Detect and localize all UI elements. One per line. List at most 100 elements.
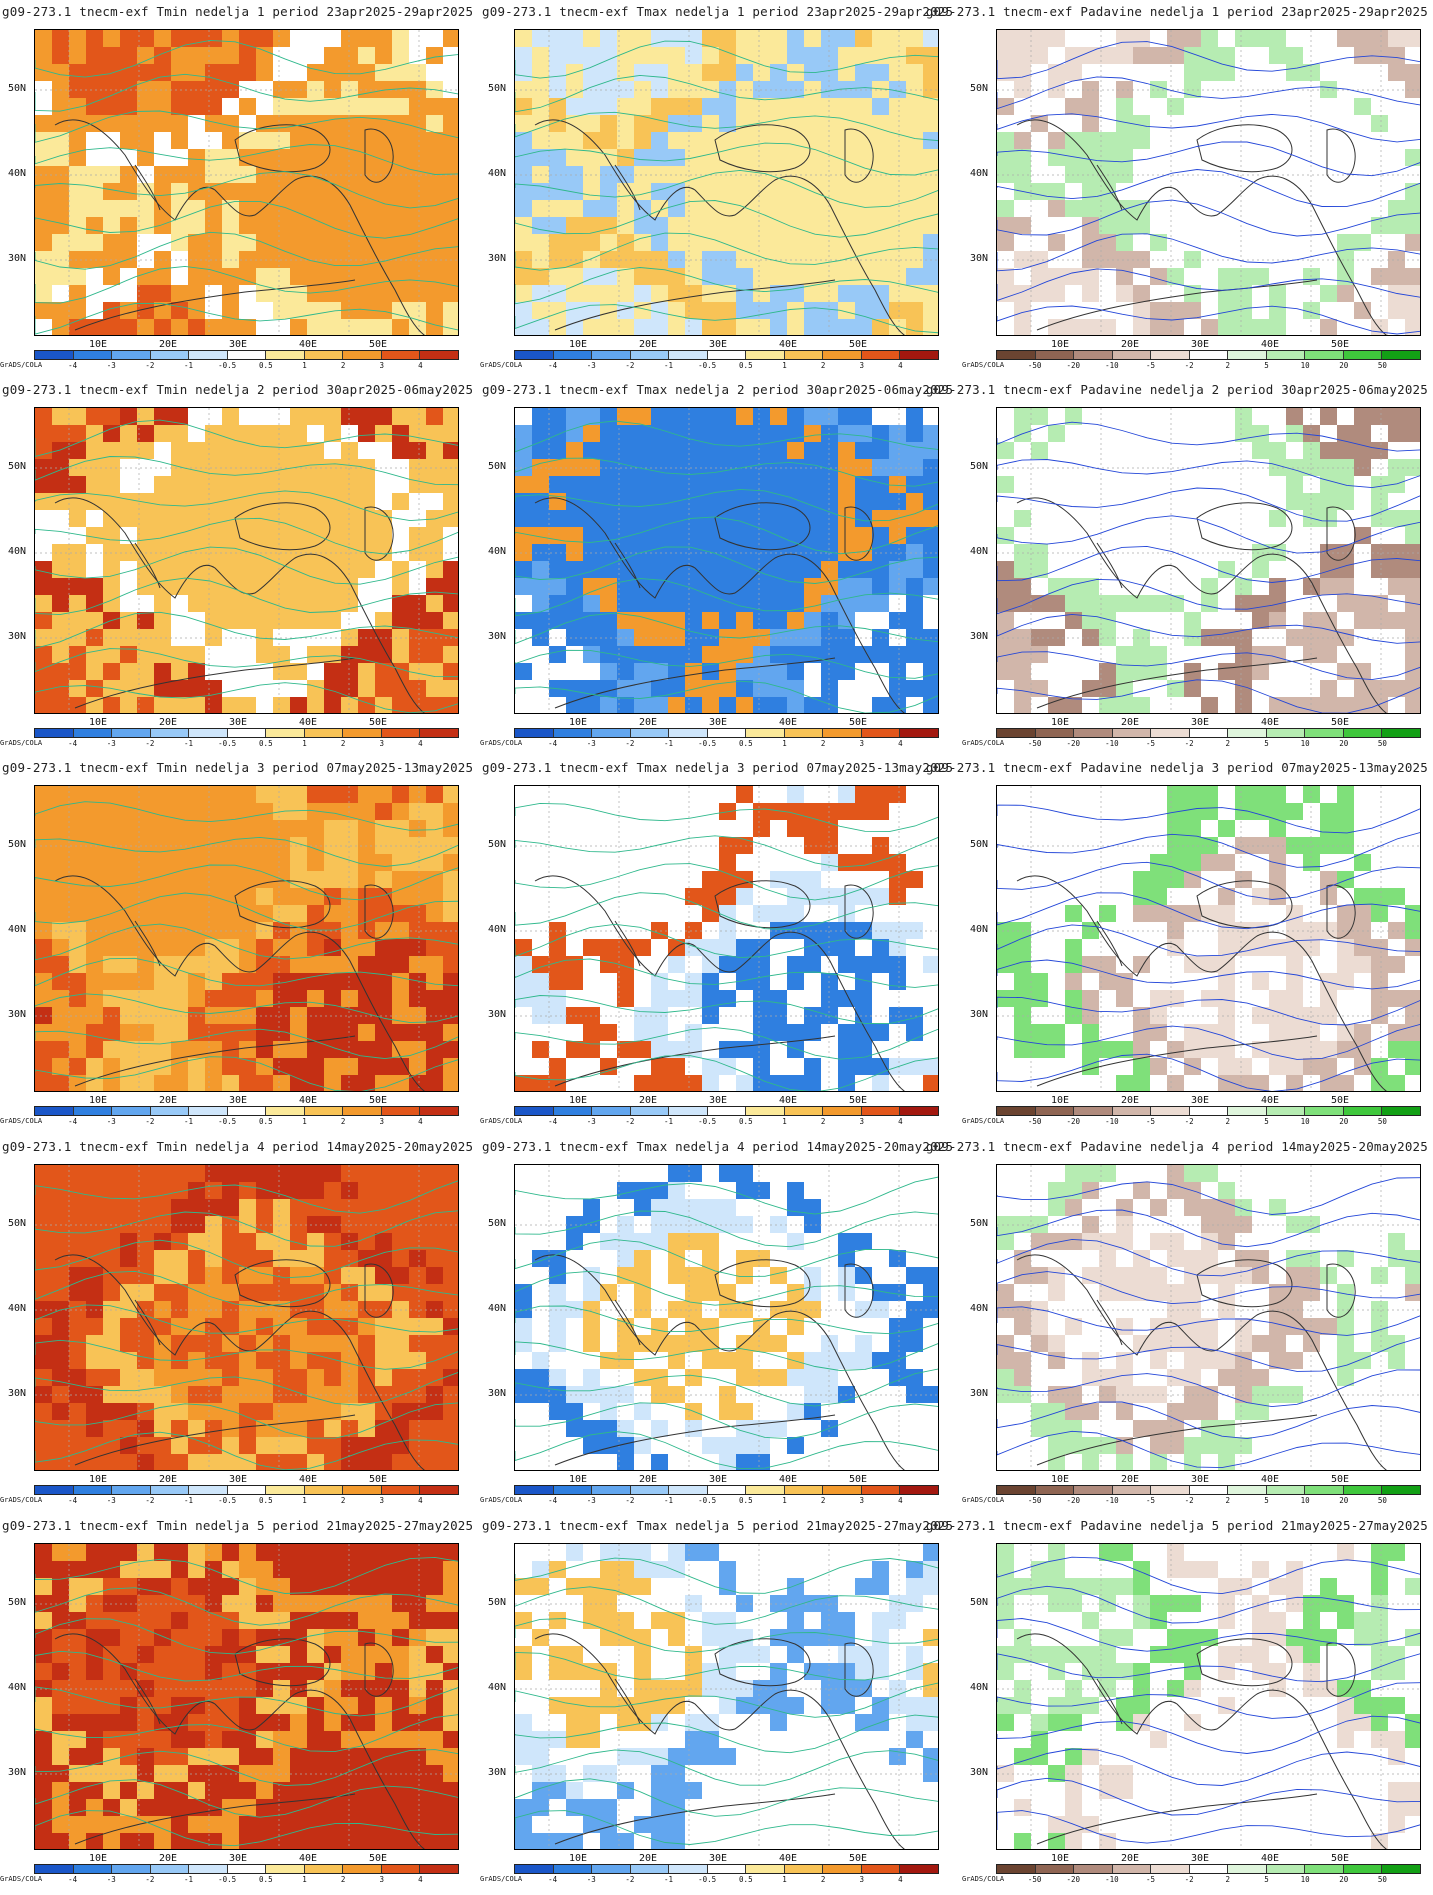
field-cell bbox=[290, 1437, 307, 1454]
field-cell bbox=[35, 1352, 52, 1369]
field-cell bbox=[120, 1629, 137, 1646]
field-cell bbox=[736, 1680, 753, 1697]
colorbar-label: -2 bbox=[1184, 1496, 1194, 1505]
colorbar-label: 4 bbox=[418, 1496, 423, 1505]
field-cell bbox=[1014, 939, 1031, 956]
field-cell bbox=[1099, 47, 1116, 64]
field-cell bbox=[855, 1544, 872, 1561]
field-cell bbox=[821, 595, 838, 612]
field-cell bbox=[222, 646, 239, 663]
colorbar-label: 0.5 bbox=[259, 1496, 273, 1505]
field-cell bbox=[341, 132, 358, 149]
field-cell bbox=[1269, 1544, 1286, 1561]
field-cell bbox=[307, 425, 324, 442]
field-cell bbox=[719, 234, 736, 251]
contour-line bbox=[35, 490, 458, 522]
field-cell bbox=[69, 1250, 86, 1267]
field-cell bbox=[1320, 1165, 1337, 1182]
field-cell bbox=[426, 803, 443, 820]
field-cell bbox=[1371, 1386, 1388, 1403]
colorbar-swatch bbox=[1305, 1107, 1344, 1115]
field-cell bbox=[358, 578, 375, 595]
field-cell bbox=[1320, 837, 1337, 854]
field-cell bbox=[409, 302, 426, 319]
lon-label: 40E bbox=[1260, 717, 1280, 728]
field-cell bbox=[719, 1403, 736, 1420]
field-cell bbox=[787, 459, 804, 476]
field-cell bbox=[702, 251, 719, 268]
coastline bbox=[134, 1299, 161, 1346]
field-cell bbox=[1201, 1386, 1218, 1403]
field-cell bbox=[324, 1284, 341, 1301]
field-cell bbox=[426, 1595, 443, 1612]
coastline bbox=[1326, 128, 1356, 183]
field-cell bbox=[753, 1182, 770, 1199]
field-cell bbox=[770, 1267, 787, 1284]
field-cell bbox=[1184, 251, 1201, 268]
contour-line bbox=[515, 1749, 938, 1786]
field-cell bbox=[872, 803, 889, 820]
coastline bbox=[134, 542, 161, 589]
field-cell bbox=[341, 408, 358, 425]
field-cell bbox=[154, 234, 171, 251]
colorbar-swatch bbox=[1074, 1107, 1113, 1115]
field-cell bbox=[1218, 1233, 1235, 1250]
field-cell bbox=[617, 527, 634, 544]
field-cell bbox=[651, 1318, 668, 1335]
field-cell bbox=[838, 510, 855, 527]
field-cell bbox=[154, 1233, 171, 1250]
field-cell bbox=[1031, 1216, 1048, 1233]
field-cell bbox=[137, 1714, 154, 1731]
field-cell bbox=[1048, 510, 1065, 527]
field-cell bbox=[855, 425, 872, 442]
field-cell bbox=[341, 561, 358, 578]
field-cell bbox=[515, 1216, 532, 1233]
field-cell bbox=[923, 1629, 938, 1646]
field-cell bbox=[549, 493, 566, 510]
field-cell bbox=[443, 1799, 458, 1816]
field-cell bbox=[1269, 854, 1286, 871]
field-cell bbox=[736, 268, 753, 285]
field-cell bbox=[549, 30, 566, 47]
field-cell bbox=[375, 871, 392, 888]
colorbar-swatch bbox=[189, 351, 228, 359]
field-cell bbox=[583, 64, 600, 81]
field-cell bbox=[1371, 1561, 1388, 1578]
field-cell bbox=[685, 1233, 702, 1250]
field-cell bbox=[1235, 81, 1252, 98]
field-cell bbox=[838, 268, 855, 285]
field-cell bbox=[443, 629, 458, 646]
coastline bbox=[74, 279, 356, 331]
contour-line bbox=[35, 957, 458, 987]
field-cell bbox=[1371, 47, 1388, 64]
field-cell bbox=[719, 1437, 736, 1454]
lon-label: 40E bbox=[1260, 339, 1280, 350]
field-cell bbox=[1065, 476, 1082, 493]
field-cell bbox=[256, 837, 273, 854]
field-cell bbox=[1099, 217, 1116, 234]
panel-title: g09-273.1 tnecm-exf Padavine nedelja 4 p… bbox=[925, 1139, 1428, 1154]
field-cell bbox=[1116, 527, 1133, 544]
field-cell bbox=[256, 680, 273, 697]
field-cell bbox=[1269, 820, 1286, 837]
field-cell bbox=[1133, 1697, 1150, 1714]
field-cell bbox=[1082, 578, 1099, 595]
field-cell bbox=[515, 544, 532, 561]
field-cell bbox=[1371, 544, 1388, 561]
field-cell bbox=[375, 285, 392, 302]
field-cell bbox=[341, 1782, 358, 1799]
field-cell bbox=[787, 973, 804, 990]
field-cell bbox=[1320, 285, 1337, 302]
field-cell bbox=[1133, 510, 1150, 527]
field-cell bbox=[86, 1284, 103, 1301]
field-cell bbox=[770, 1544, 787, 1561]
colorbar-label: 50 bbox=[1377, 1496, 1387, 1505]
field-cell bbox=[375, 646, 392, 663]
field-cell bbox=[239, 646, 256, 663]
colorbar-swatch bbox=[1151, 1107, 1190, 1115]
field-cell bbox=[1116, 646, 1133, 663]
field-cell bbox=[239, 30, 256, 47]
field-cell bbox=[566, 98, 583, 115]
field-cell bbox=[120, 990, 137, 1007]
contour-line bbox=[997, 1682, 1420, 1719]
